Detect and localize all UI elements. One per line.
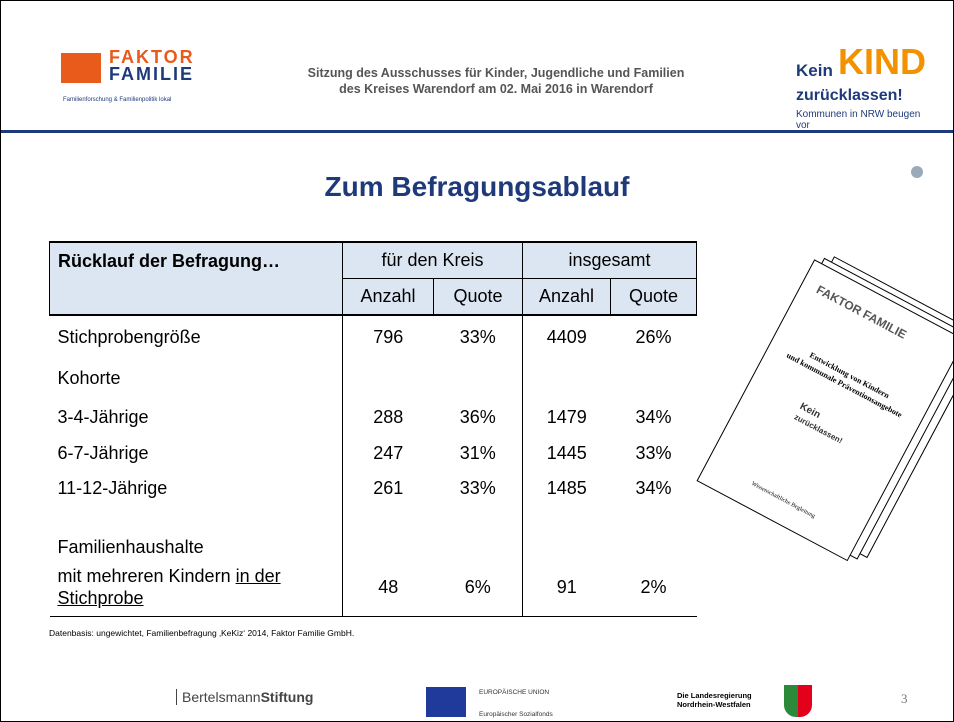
header-cell: Quote [610, 278, 697, 316]
value-cell: 36% [459, 406, 496, 427]
value-cell [522, 358, 611, 398]
header-cell: Rücklauf der Befragung… [49, 241, 343, 316]
eu-flag [426, 687, 466, 717]
page-number: 3 [901, 691, 908, 706]
logo-tagline: Familienforschung & Familienpolitik loka… [63, 97, 172, 103]
value-cell: 1485 [522, 471, 611, 506]
value-cell [342, 506, 434, 558]
value-cell: 33% [635, 443, 672, 463]
value-cell: 33% [459, 326, 496, 347]
value-cell: 33% [459, 478, 496, 498]
meeting: Sitzung des Ausschusses für Kinder, Juge… [231, 65, 761, 97]
nrw-line: Nordrhein-Westfalen [677, 700, 751, 709]
value-cell: 34% [635, 478, 672, 498]
logo-text: FAKTOR [109, 47, 195, 67]
value-cell [342, 358, 434, 398]
value-cell: 34% [635, 406, 672, 427]
value-cell: 6% [464, 576, 491, 597]
header-cell: Quote [433, 278, 523, 316]
bertelsmann-logo: BertelsmannStiftung [176, 689, 313, 705]
nrw-text: Die Landesregierung Nordrhein-Westfalen [677, 691, 752, 709]
value-cell [434, 506, 523, 558]
label-text: mit mehreren Kindern [57, 566, 236, 586]
logo-text: zurücklassen! [796, 87, 903, 104]
table-row: 11-12-Jährige 261 33% 1485 34% [50, 471, 697, 506]
table-row: mit mehreren Kindern in der Stichprobe 48… [49, 558, 697, 617]
table-row: Kohorte [50, 358, 697, 398]
faktor-logo: FAKTOR FAMILIE [109, 47, 195, 84]
value-cell: 91 [522, 558, 611, 617]
label-cell: Familienhaushalte [57, 537, 204, 557]
value-cell: 261 [342, 471, 434, 506]
logo-text: Stiftung [260, 689, 314, 705]
header-cell: Anzahl [522, 278, 611, 316]
meeting-line: des Kreises Warendorf am 02. Mai 2016 in… [339, 82, 653, 96]
logo-text: Kein [796, 61, 833, 80]
value-cell: 26% [635, 326, 672, 347]
booklet-page [696, 259, 953, 562]
label-cell: 6-7-Jährige [57, 443, 149, 463]
header-rule [1, 130, 953, 133]
value-cell: 288 [342, 398, 434, 436]
eu-text: EUROPÄISCHE UNION [479, 689, 550, 696]
logo-tagline: Kommunen in NRW beugen vor [796, 109, 921, 131]
logo-text: FAMILIE [109, 64, 194, 84]
label-cell: Kohorte [57, 367, 121, 388]
table-row: Stichprobengröße 796 33% 4409 26% [50, 315, 697, 358]
logo-text: Bertelsmann [182, 689, 261, 705]
booklet-image: FAKTOR FAMILIE Entwicklung von Kindern u… [696, 256, 953, 562]
value-cell: 247 [342, 436, 434, 471]
footnote: Datenbasis: ungewichtet, Familienbefragu… [49, 628, 355, 638]
value-cell [522, 506, 611, 558]
value-cell: 796 [342, 315, 434, 358]
meeting-line: Sitzung des Ausschusses für Kinder, Juge… [307, 66, 685, 80]
value-cell: 2% [640, 576, 667, 597]
value-cell [611, 506, 697, 558]
nrw-crest [784, 685, 812, 717]
value-cell: 48 [342, 558, 434, 617]
table-row: Familienhaushalte [50, 506, 697, 558]
title: Zum Befragungsablauf [324, 171, 630, 202]
label-cell: 3-4-Jährige [57, 406, 149, 427]
eu-text: Europäischer Sozialfonds [479, 711, 553, 718]
value-cell [434, 358, 523, 398]
table-row: 3-4-Jährige 288 36% 1479 34% [50, 398, 697, 436]
value-cell: 31% [459, 443, 496, 463]
header-cell: Anzahl [342, 278, 434, 316]
header-cell: für den Kreis [342, 241, 523, 279]
label-text: in der Stichprobe [57, 566, 281, 608]
kein-kind-logo: Kein KIND zurücklassen! Kommunen in NRW … [796, 31, 936, 131]
value-cell: 4409 [522, 315, 611, 358]
value-cell [611, 358, 697, 398]
value-cell: 1479 [522, 398, 611, 436]
nrw-line: Die Landesregierung [677, 691, 752, 700]
table: Rücklauf der Befragung… für den Kreis insg… [49, 241, 697, 617]
globe-icon [911, 166, 923, 178]
label-cell: 11-12-Jährige [57, 478, 168, 498]
label-cell: Stichprobengröße [57, 326, 201, 347]
faktor-icon [61, 53, 101, 83]
value-cell: 1445 [522, 436, 611, 471]
label-cell: mit mehreren Kindern in der Stichprobe [50, 558, 343, 617]
header-cell: insgesamt [522, 241, 697, 279]
logo-text: KIND [838, 41, 926, 82]
table-row: 6-7-Jährige 247 31% 1445 33% [50, 436, 697, 471]
